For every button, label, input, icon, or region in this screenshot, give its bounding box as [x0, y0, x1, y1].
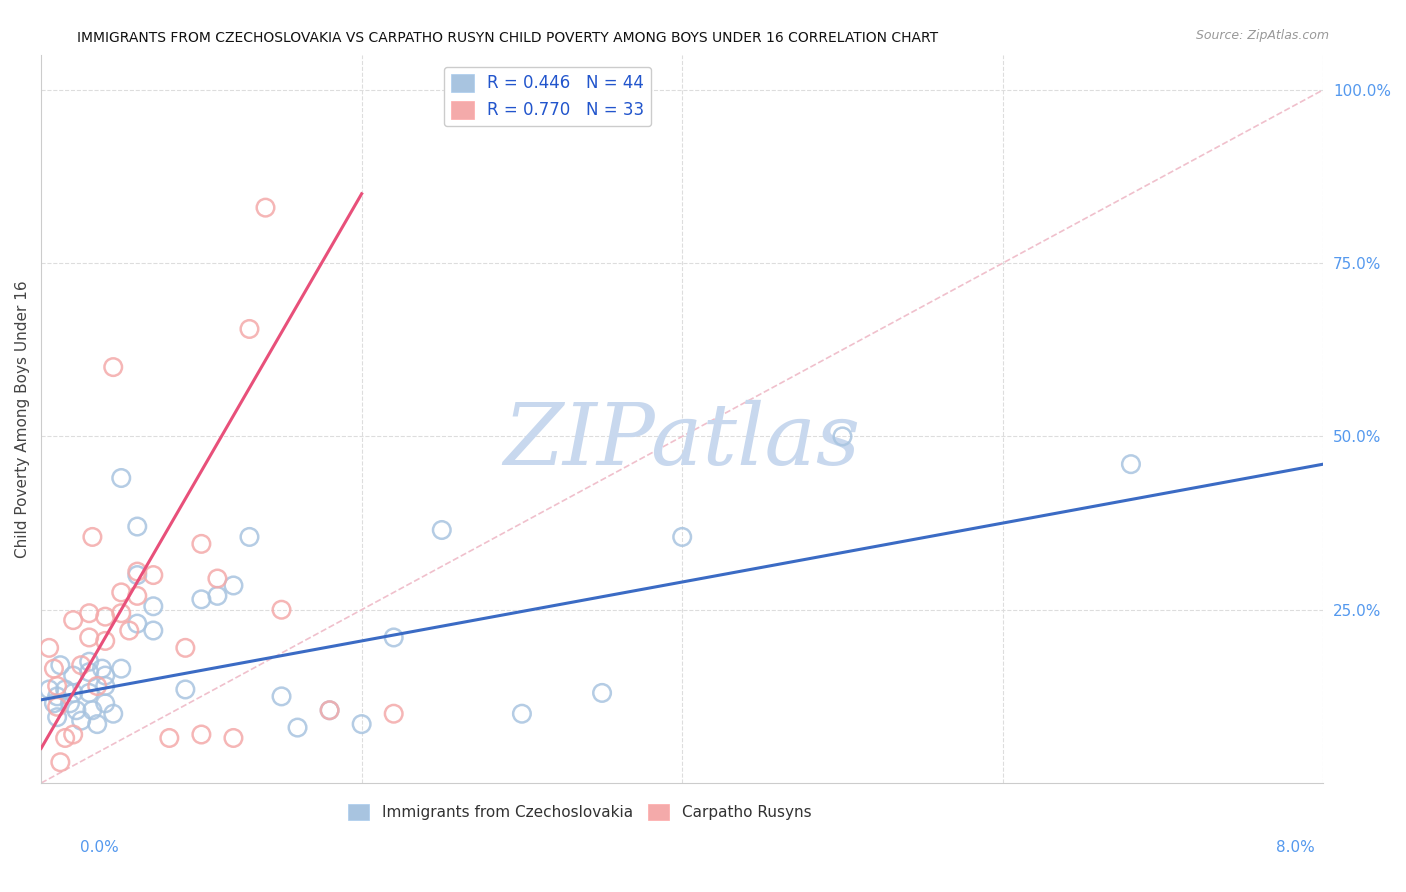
- Point: [831, 429, 853, 443]
- Point: [174, 682, 197, 697]
- Text: 0.0%: 0.0%: [80, 840, 120, 855]
- Point: [207, 572, 229, 586]
- Point: [77, 606, 100, 620]
- Point: [94, 609, 117, 624]
- Y-axis label: Child Poverty Among Boys Under 16: Child Poverty Among Boys Under 16: [15, 280, 30, 558]
- Point: [82, 703, 104, 717]
- Point: [207, 589, 229, 603]
- Point: [110, 662, 132, 676]
- Point: [103, 360, 125, 375]
- Point: [110, 585, 132, 599]
- Point: [42, 696, 65, 710]
- Point: [77, 631, 100, 645]
- Point: [70, 658, 93, 673]
- Point: [38, 682, 60, 697]
- Point: [382, 706, 405, 721]
- Point: [94, 668, 117, 682]
- Point: [38, 640, 60, 655]
- Point: [318, 703, 340, 717]
- Point: [671, 530, 693, 544]
- Point: [62, 686, 84, 700]
- Point: [49, 756, 72, 770]
- Point: [46, 710, 69, 724]
- Point: [77, 665, 100, 679]
- Point: [127, 565, 149, 579]
- Point: [46, 690, 69, 704]
- Point: [62, 727, 84, 741]
- Point: [287, 721, 309, 735]
- Point: [591, 686, 613, 700]
- Point: [110, 606, 132, 620]
- Point: [62, 668, 84, 682]
- Point: [127, 568, 149, 582]
- Point: [103, 706, 125, 721]
- Text: ZIPatlas: ZIPatlas: [503, 400, 860, 483]
- Point: [142, 568, 165, 582]
- Point: [127, 616, 149, 631]
- Point: [77, 686, 100, 700]
- Point: [270, 603, 292, 617]
- Point: [53, 731, 76, 745]
- Point: [62, 613, 84, 627]
- Point: [42, 662, 65, 676]
- Point: [110, 471, 132, 485]
- Point: [127, 589, 149, 603]
- Point: [127, 519, 149, 533]
- Point: [1119, 457, 1142, 471]
- Point: [86, 679, 108, 693]
- Point: [46, 699, 69, 714]
- Point: [190, 592, 212, 607]
- Point: [49, 658, 72, 673]
- Point: [318, 703, 340, 717]
- Point: [86, 717, 108, 731]
- Point: [174, 640, 197, 655]
- Point: [91, 662, 114, 676]
- Point: [53, 682, 76, 697]
- Text: 8.0%: 8.0%: [1275, 840, 1315, 855]
- Point: [65, 703, 87, 717]
- Point: [70, 714, 93, 728]
- Legend: Immigrants from Czechoslovakia, Carpatho Rusyns: Immigrants from Czechoslovakia, Carpatho…: [342, 798, 817, 826]
- Point: [157, 731, 180, 745]
- Point: [190, 537, 212, 551]
- Point: [94, 696, 117, 710]
- Point: [82, 530, 104, 544]
- Point: [238, 322, 260, 336]
- Text: IMMIGRANTS FROM CZECHOSLOVAKIA VS CARPATHO RUSYN CHILD POVERTY AMONG BOYS UNDER : IMMIGRANTS FROM CZECHOSLOVAKIA VS CARPAT…: [77, 31, 938, 45]
- Point: [430, 523, 453, 537]
- Text: Source: ZipAtlas.com: Source: ZipAtlas.com: [1195, 29, 1329, 42]
- Point: [222, 578, 245, 592]
- Point: [254, 201, 277, 215]
- Point: [118, 624, 141, 638]
- Point: [190, 727, 212, 741]
- Point: [510, 706, 533, 721]
- Point: [382, 631, 405, 645]
- Point: [270, 690, 292, 704]
- Point: [59, 696, 82, 710]
- Point: [94, 634, 117, 648]
- Point: [77, 655, 100, 669]
- Point: [142, 624, 165, 638]
- Point: [94, 679, 117, 693]
- Point: [46, 679, 69, 693]
- Point: [142, 599, 165, 614]
- Point: [222, 731, 245, 745]
- Point: [238, 530, 260, 544]
- Point: [350, 717, 373, 731]
